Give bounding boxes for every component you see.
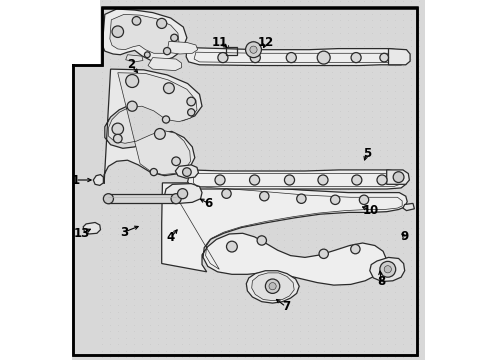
Circle shape xyxy=(376,175,386,185)
Circle shape xyxy=(384,266,390,273)
Text: 11: 11 xyxy=(211,36,228,49)
Polygon shape xyxy=(186,48,405,66)
Circle shape xyxy=(112,123,123,135)
Polygon shape xyxy=(93,175,103,185)
Circle shape xyxy=(284,175,294,185)
Circle shape xyxy=(162,116,169,123)
Text: 5: 5 xyxy=(362,147,370,159)
Circle shape xyxy=(170,34,178,41)
Circle shape xyxy=(296,194,305,203)
Polygon shape xyxy=(148,58,181,71)
Circle shape xyxy=(171,194,181,204)
Polygon shape xyxy=(104,69,202,184)
Text: 9: 9 xyxy=(400,230,408,243)
Circle shape xyxy=(156,18,166,28)
Text: 4: 4 xyxy=(166,231,175,244)
Circle shape xyxy=(350,244,359,254)
Circle shape xyxy=(222,189,231,198)
Circle shape xyxy=(177,189,187,199)
Circle shape xyxy=(379,261,395,277)
Circle shape xyxy=(154,129,165,139)
Circle shape xyxy=(318,249,328,258)
Circle shape xyxy=(186,97,195,106)
Bar xyxy=(64,0,72,360)
Circle shape xyxy=(144,52,150,58)
Text: 8: 8 xyxy=(376,275,385,288)
Circle shape xyxy=(187,109,194,116)
Polygon shape xyxy=(110,14,179,53)
Circle shape xyxy=(317,51,329,64)
Circle shape xyxy=(257,236,266,245)
Text: 1: 1 xyxy=(71,174,79,186)
Circle shape xyxy=(330,195,339,204)
Circle shape xyxy=(112,26,123,37)
Polygon shape xyxy=(83,222,101,234)
Polygon shape xyxy=(108,194,176,203)
Circle shape xyxy=(150,168,157,176)
Polygon shape xyxy=(162,183,407,285)
Polygon shape xyxy=(246,271,299,303)
Polygon shape xyxy=(64,65,101,360)
Circle shape xyxy=(359,195,368,204)
Circle shape xyxy=(317,175,327,185)
Polygon shape xyxy=(101,0,424,360)
Circle shape xyxy=(103,194,113,204)
Text: 13: 13 xyxy=(74,227,90,240)
Circle shape xyxy=(245,42,261,58)
Circle shape xyxy=(259,192,268,201)
Circle shape xyxy=(351,175,361,185)
Circle shape xyxy=(285,53,296,63)
Circle shape xyxy=(218,53,227,63)
Circle shape xyxy=(113,134,122,143)
Circle shape xyxy=(268,283,276,290)
Polygon shape xyxy=(369,257,404,282)
Polygon shape xyxy=(108,73,197,175)
Text: 7: 7 xyxy=(281,300,289,313)
Polygon shape xyxy=(251,273,294,301)
Polygon shape xyxy=(102,9,186,61)
Polygon shape xyxy=(187,170,405,189)
Polygon shape xyxy=(125,55,142,62)
Circle shape xyxy=(249,175,259,185)
Text: 6: 6 xyxy=(204,197,212,210)
Circle shape xyxy=(250,53,260,63)
Circle shape xyxy=(379,53,387,62)
Circle shape xyxy=(350,53,361,63)
Polygon shape xyxy=(402,203,413,211)
Circle shape xyxy=(215,175,224,185)
Circle shape xyxy=(163,48,170,55)
Polygon shape xyxy=(386,170,408,184)
Circle shape xyxy=(127,101,137,111)
Text: 3: 3 xyxy=(120,226,128,239)
Circle shape xyxy=(392,172,403,183)
Polygon shape xyxy=(175,165,198,178)
Circle shape xyxy=(163,83,174,94)
Circle shape xyxy=(265,279,279,293)
Circle shape xyxy=(249,46,257,53)
Polygon shape xyxy=(387,49,409,65)
Circle shape xyxy=(182,168,191,176)
Polygon shape xyxy=(164,184,202,203)
Text: 10: 10 xyxy=(362,204,378,217)
Circle shape xyxy=(132,17,141,25)
Polygon shape xyxy=(167,41,197,54)
Circle shape xyxy=(125,75,139,87)
Text: 2: 2 xyxy=(127,58,135,71)
Circle shape xyxy=(171,157,180,166)
Text: 12: 12 xyxy=(258,36,274,49)
Circle shape xyxy=(226,241,237,252)
